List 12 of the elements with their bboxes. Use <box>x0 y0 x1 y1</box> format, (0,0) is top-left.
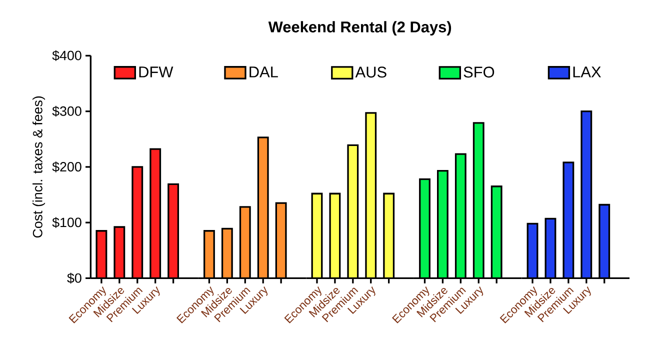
y-tick-label: $200 <box>52 161 82 172</box>
y-tick-label: $400 <box>52 50 82 61</box>
chart-title: Weekend Rental (2 Days) <box>268 20 452 36</box>
legend-label: AUS <box>355 66 386 78</box>
legend-label: LAX <box>573 66 601 78</box>
y-tick-label: $0 <box>67 272 82 284</box>
legend-label: SFO <box>464 66 494 78</box>
y-tick-label: $300 <box>52 106 82 117</box>
legend-label: DFW <box>139 66 174 78</box>
y-tick-label: $100 <box>52 217 82 228</box>
y-axis-title: Cost (incl. taxes & fees) <box>32 96 46 238</box>
legend-label: DAL <box>250 66 278 78</box>
